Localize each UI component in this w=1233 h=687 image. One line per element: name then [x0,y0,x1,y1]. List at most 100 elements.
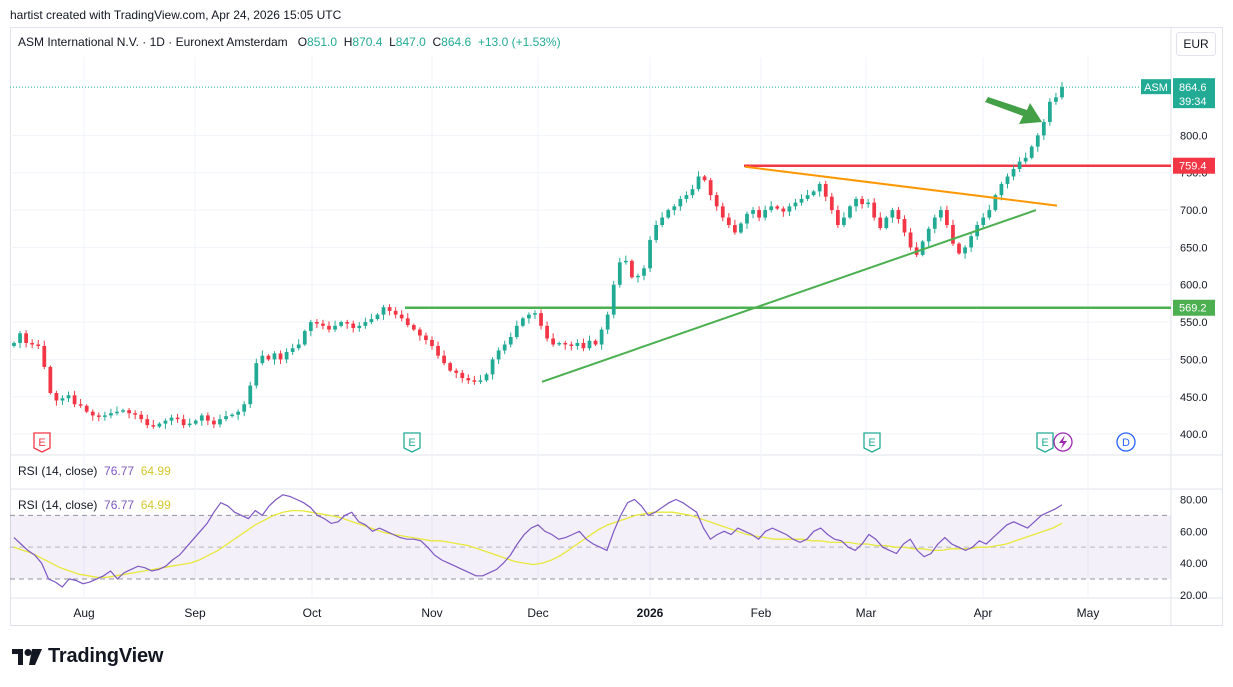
candle-body [72,395,77,405]
candle-body [739,223,743,233]
candle-body [902,219,907,233]
price-tick-label: 450.0 [1180,392,1208,404]
candle-body [842,217,846,226]
candle-body [557,342,562,345]
candle-body [102,415,107,417]
candle-body [345,322,350,324]
candle-body [690,189,695,196]
resistance-tag-bg [1173,157,1215,174]
falling-trendline [744,165,1058,207]
candle-body [951,225,955,244]
candle-body [539,313,543,326]
candle-body [678,198,683,207]
candle-body [30,342,35,345]
candle-body [1035,135,1040,147]
candle-body [230,414,234,417]
candle-body [835,210,840,226]
price-tick-label: 500.0 [1180,354,1208,366]
candle-body [254,363,259,386]
candle-body [708,180,713,196]
candle-body [363,322,368,326]
candle-body [442,355,446,364]
currency-selector[interactable]: EUR [1176,32,1216,56]
candle-body [496,350,501,360]
candle-body [793,202,798,207]
candle-body [926,228,931,242]
brand-name: TradingView [48,645,164,667]
candle-body [369,319,374,323]
rsi-legend-collapsed[interactable]: RSI (14, close) 76.77 64.99 [18,464,171,478]
candle-body [575,342,580,346]
candle-body [896,210,901,220]
candle-body [745,213,749,224]
rsi-tick-label: 60.00 [1180,526,1208,538]
candle-body [478,380,483,382]
candle-body [375,314,380,320]
candle-body [763,210,768,218]
dividend-marker-label: D [1122,437,1130,449]
price-tag-price: 864.6 [1179,82,1207,94]
candle-body [775,206,780,209]
candle-body [115,411,119,414]
candle-body [151,425,156,427]
earnings-marker [33,432,51,453]
level-lines [10,86,1171,309]
candle-body [290,348,295,352]
candle-body [508,337,513,345]
close-value: 864.6 [441,35,472,49]
created-by-note: hartist created with TradingView.com, Ap… [10,8,342,22]
rsi-legend[interactable]: RSI (14, close) 76.77 64.99 [18,498,171,512]
candle-body [805,195,810,199]
candle-body [611,284,616,315]
candle-body [799,198,804,203]
candle-body [109,413,113,416]
earnings-marker [403,432,421,453]
price-tick-label: 800.0 [1180,130,1208,142]
low-label: L [389,35,396,49]
candle-body [308,322,313,332]
candle-body [339,322,343,326]
candle-body [448,363,453,371]
candle-body [999,183,1004,196]
candle-body [733,225,737,233]
earnings-marker-label: E [38,437,45,449]
candle-body [817,183,822,192]
candle-body [666,210,671,218]
low-value: 847.0 [395,35,426,49]
candle-body [411,325,416,330]
support-tag-bg [1173,299,1215,316]
candle-body [1060,87,1064,98]
candle-body [872,202,877,218]
chart-frame [10,27,1223,626]
candle-body [1005,176,1010,184]
time-tick-label: Oct [303,606,322,620]
grid-lines [10,27,1222,626]
candle-body [242,404,247,412]
ticker-tag-bg [1141,79,1171,95]
candle-body [84,405,89,412]
candle-body [454,370,459,373]
candle-body [726,217,731,226]
open-label: O [297,35,308,49]
candle-body [860,198,864,205]
candle-body [424,335,428,341]
candle-body [987,210,992,218]
ticker-tag-text: ASM [1144,82,1168,94]
price-tick-label: 600.0 [1180,280,1208,292]
candle-body [599,329,604,345]
candle-body [963,247,967,254]
candle-body [636,275,640,278]
currency-label: EUR [1183,37,1209,51]
candle-body [96,415,101,417]
tradingview-logo[interactable]: TradingView [12,645,163,668]
candle-body [957,243,961,254]
candle-body [1029,146,1034,158]
candle-body [545,325,549,339]
candle-body [296,344,301,349]
lightning-icon [1059,435,1067,449]
rsi-value-2: 76.77 [104,498,135,512]
candle-body [145,419,150,426]
candle-body [878,217,883,228]
candle-body [399,314,404,319]
